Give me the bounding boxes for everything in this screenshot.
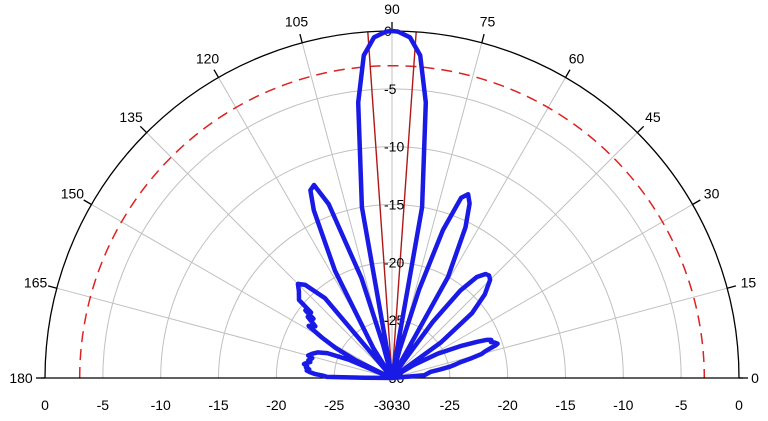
angle-label-45: 45 <box>645 109 661 125</box>
angle-tick-9 <box>139 125 148 134</box>
angle-label-135: 135 <box>119 109 143 125</box>
grid-spoke-9 <box>146 132 393 379</box>
angle-label-75: 75 <box>480 14 496 30</box>
angle-tick-8 <box>213 69 220 78</box>
grid-spoke-10 <box>91 204 393 379</box>
angle-label-180: 180 <box>9 370 33 386</box>
bottom-axis-label-13: 0 <box>735 397 743 413</box>
angle-label-90: 90 <box>384 1 400 17</box>
angle-tick-3 <box>636 125 645 134</box>
beamwidth-line-0 <box>391 31 417 379</box>
angle-tick-4 <box>564 69 571 78</box>
angle-label-30: 30 <box>704 186 720 202</box>
radial-label-3: -15 <box>384 197 404 213</box>
bottom-axis-label-10: -15 <box>555 397 575 413</box>
grid-spoke-3 <box>391 132 638 379</box>
radial-label-4: -10 <box>384 139 404 155</box>
bottom-axis-label-6: -30 <box>374 397 394 413</box>
angle-label-15: 15 <box>741 275 757 291</box>
bottom-axis-label-11: -10 <box>613 397 633 413</box>
angle-tick-7 <box>299 33 303 43</box>
bottom-axis-label-3: -15 <box>208 397 228 413</box>
reference-level-arc <box>78 65 706 379</box>
angle-label-60: 60 <box>569 50 585 66</box>
bottom-axis-label-7: -30 <box>390 397 410 413</box>
bottom-axis-label-0: 0 <box>41 397 49 413</box>
angle-tick-5 <box>481 33 485 43</box>
angle-tick-11 <box>47 285 57 289</box>
pattern-series-0 <box>295 28 500 381</box>
grid-spoke-11 <box>56 287 393 379</box>
bottom-axis-label-8: -25 <box>440 397 460 413</box>
angle-label-105: 105 <box>285 14 309 30</box>
angle-tick-1 <box>727 285 737 289</box>
radial-label-5: -5 <box>384 81 397 97</box>
radial-label-2: -20 <box>384 254 404 270</box>
beamwidth-line-1 <box>367 31 393 379</box>
angle-tick-2 <box>692 199 701 206</box>
angle-label-0: 0 <box>751 370 759 386</box>
bottom-axis-label-4: -20 <box>266 397 286 413</box>
angle-tick-10 <box>83 199 92 206</box>
angle-label-165: 165 <box>24 275 48 291</box>
bottom-axis-label-1: -5 <box>97 397 110 413</box>
grid-spoke-1 <box>391 287 728 379</box>
bottom-axis-label-5: -25 <box>324 397 344 413</box>
grid-spoke-2 <box>391 204 693 379</box>
angle-label-120: 120 <box>196 50 220 66</box>
bottom-axis-label-12: -5 <box>675 397 688 413</box>
bottom-axis-label-9: -20 <box>498 397 518 413</box>
bottom-axis-label-2: -10 <box>151 397 171 413</box>
angle-label-150: 150 <box>61 186 85 202</box>
